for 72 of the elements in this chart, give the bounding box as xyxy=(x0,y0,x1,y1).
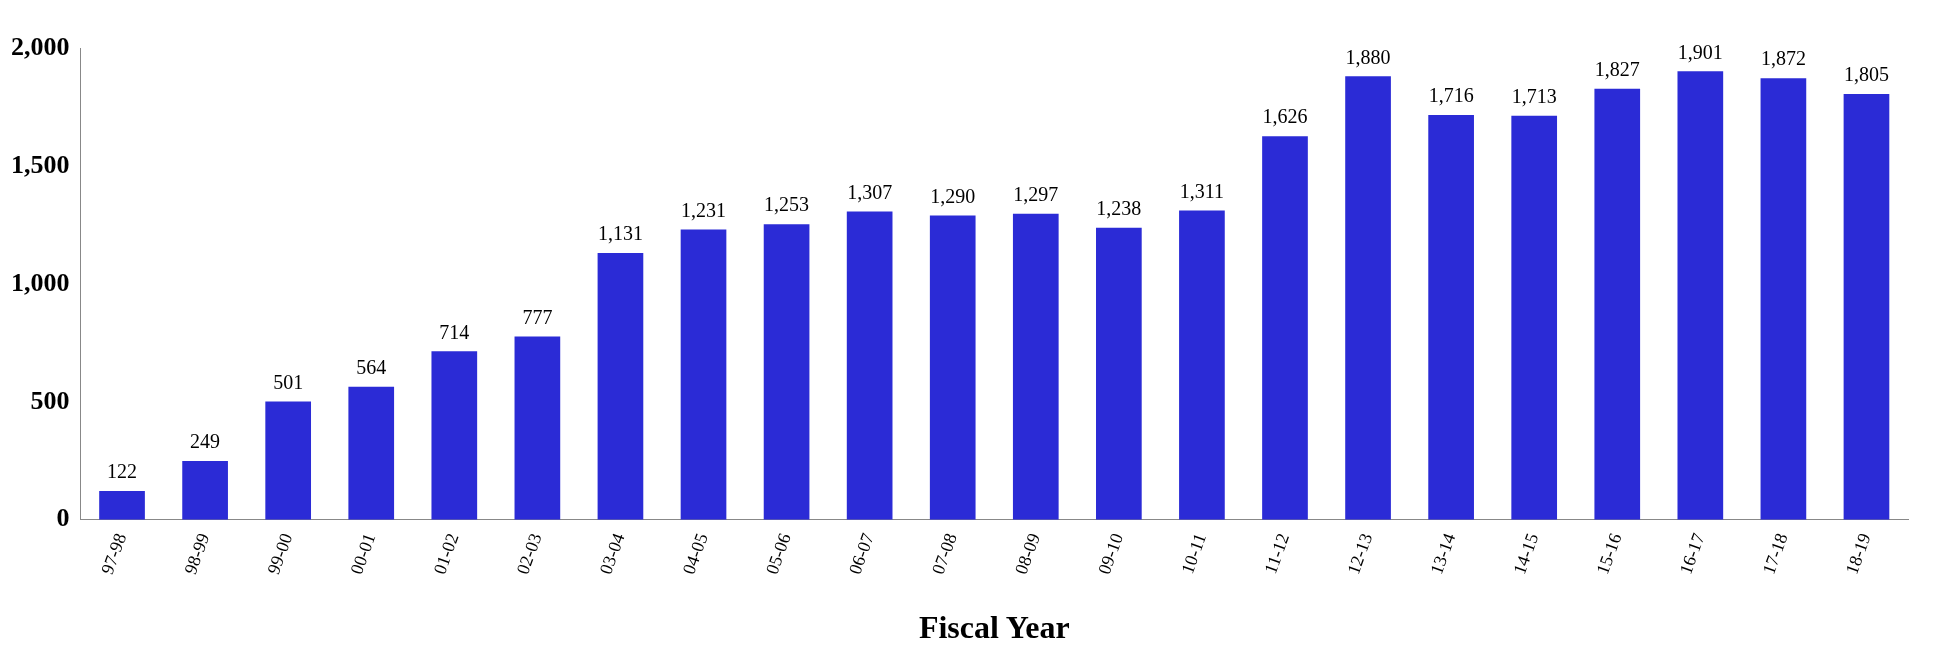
data-label: 1,626 xyxy=(1262,105,1308,128)
x-tick-label: 16-17 xyxy=(1675,530,1709,577)
bar xyxy=(1594,88,1641,520)
x-tick-label: 04-05 xyxy=(678,530,712,577)
x-tick-label: 07-08 xyxy=(927,530,961,577)
x-tick-label: 98-99 xyxy=(180,530,214,577)
data-label: 1,713 xyxy=(1511,84,1557,107)
x-tick-label: 02-03 xyxy=(512,530,546,577)
data-label: 1,297 xyxy=(1013,183,1059,206)
data-label: 564 xyxy=(356,355,387,378)
x-tick-label: 13-14 xyxy=(1426,530,1460,577)
bar xyxy=(1262,136,1308,520)
bar xyxy=(1096,227,1142,520)
x-tick-label: 97-98 xyxy=(97,530,131,577)
x-tick-label: 14-15 xyxy=(1509,530,1543,577)
x-tick-label: 10-11 xyxy=(1177,530,1211,577)
x-tick-label: 00-01 xyxy=(346,530,380,577)
data-label: 249 xyxy=(190,430,221,453)
x-tick-label: 11-12 xyxy=(1260,530,1294,577)
bar xyxy=(680,229,727,520)
x-tick-label: 08-09 xyxy=(1010,530,1044,577)
data-label: 1,307 xyxy=(847,180,893,203)
x-tick-label: 06-07 xyxy=(844,530,878,577)
x-axis-title: Fiscal Year xyxy=(918,609,1070,646)
bar xyxy=(1677,71,1724,520)
bar xyxy=(1345,76,1391,520)
data-label: 1,901 xyxy=(1677,40,1723,63)
data-label: 1,716 xyxy=(1428,84,1474,107)
x-tick-label: 03-04 xyxy=(595,530,629,577)
x-tick-label: 12-13 xyxy=(1343,530,1377,577)
x-tick-label: 05-06 xyxy=(761,530,795,577)
bar xyxy=(1179,210,1225,520)
data-label: 122 xyxy=(107,460,138,483)
bar xyxy=(1012,213,1059,520)
y-tick-label: 1,000 xyxy=(11,267,70,297)
x-tick-label: 17-18 xyxy=(1758,530,1792,577)
bar xyxy=(763,224,810,520)
bar xyxy=(1843,94,1890,520)
bar xyxy=(431,351,478,520)
x-tick-label: 09-10 xyxy=(1093,530,1128,577)
y-tick-label: 2,000 xyxy=(11,31,70,61)
data-label: 714 xyxy=(439,320,470,343)
data-label: 1,311 xyxy=(1179,179,1225,202)
data-label: 1,253 xyxy=(764,193,810,216)
data-label: 1,880 xyxy=(1345,45,1391,68)
bar xyxy=(514,336,561,520)
data-label: 1,872 xyxy=(1760,47,1806,70)
bar xyxy=(1428,114,1474,520)
x-tick-label: 01-02 xyxy=(429,530,463,577)
bar xyxy=(99,490,145,520)
data-label: 1,805 xyxy=(1843,63,1889,86)
y-tick-label: 0 xyxy=(56,503,70,533)
data-label: 1,290 xyxy=(930,184,976,207)
data-label: 777 xyxy=(522,305,553,328)
bar xyxy=(929,215,976,520)
data-label: 1,238 xyxy=(1096,196,1142,219)
y-tick-label: 500 xyxy=(30,385,70,415)
data-label: 1,827 xyxy=(1594,58,1640,81)
x-tick-label: 15-16 xyxy=(1592,530,1626,577)
data-label: 501 xyxy=(273,370,304,393)
bar xyxy=(846,211,893,520)
data-label: 1,231 xyxy=(681,198,727,221)
x-tick-label: 99-00 xyxy=(263,530,297,577)
bar xyxy=(1511,115,1558,520)
bar xyxy=(348,386,395,520)
data-label: 1,131 xyxy=(597,222,643,245)
bar xyxy=(597,252,644,520)
x-tick-label: 18-19 xyxy=(1841,530,1875,577)
bar xyxy=(1760,78,1807,520)
bar xyxy=(265,401,312,520)
y-tick-label: 1,500 xyxy=(11,149,70,179)
bar xyxy=(182,461,228,520)
